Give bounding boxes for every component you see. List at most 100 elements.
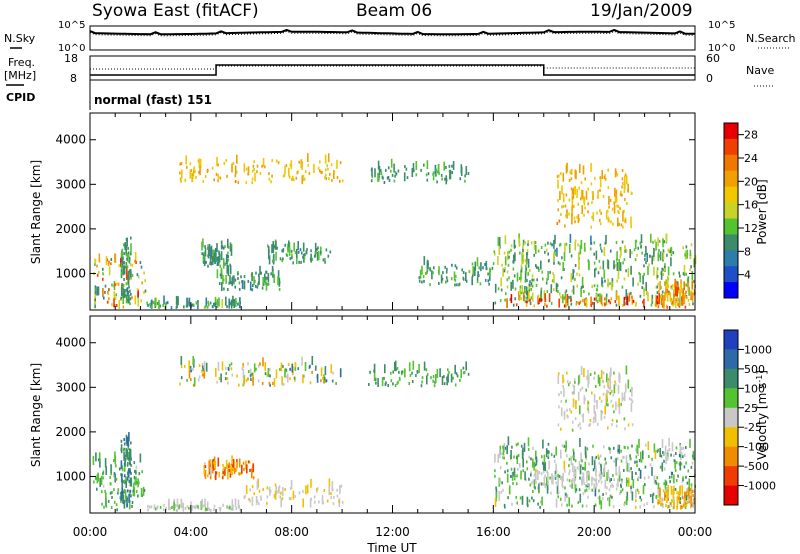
echo-cell [468,270,471,274]
echo-cell [655,285,658,289]
echo-cell [613,459,615,463]
echo-cell [676,506,678,510]
echo-cell [604,174,606,178]
echo-cell [249,469,251,472]
echo-cell [215,172,218,176]
echo-cell [249,281,252,291]
echo-cell [211,166,214,170]
echo-cell [533,278,535,282]
echo-cell [547,453,549,457]
echo-cell [627,268,630,277]
echo-cell [193,505,196,509]
echo-cell [513,473,515,477]
echo-cell [549,242,552,246]
echo-cell [531,284,534,288]
echo-cell [544,485,547,489]
echo-cell [592,416,595,420]
echo-cell [587,369,589,379]
echo-cell [600,411,603,421]
echo-cell [674,459,676,469]
echo-cell [122,288,125,298]
echo-cell [617,210,619,214]
echo-cell [247,362,249,366]
echo-cell [654,303,657,307]
echo-cell [282,174,285,178]
echo-cell [445,166,447,169]
echo-cell [193,166,196,170]
echo-cell [487,279,490,283]
echo-cell [644,483,646,487]
echo-cell [188,506,190,510]
echo-cell [453,271,456,281]
echo-cell [204,498,206,508]
echo-cell [636,460,638,464]
echo-cell [530,471,532,475]
echo-cell [590,304,593,307]
echo-cell [670,257,672,267]
echo-cell [628,292,631,302]
echo-cell [546,470,548,474]
echo-cell [231,303,234,307]
echo-cell [656,295,658,305]
echo-cell [661,503,664,507]
echo-cell [604,303,606,307]
echo-cell [555,446,557,456]
echo-cell [670,453,672,457]
echo-cell [107,263,110,266]
echo-cell [580,181,583,185]
echo-cell [615,189,618,199]
echo-cell [660,295,662,298]
echo-cell [673,295,675,305]
echo-cell [499,299,502,303]
echo-cell [120,439,123,443]
echo-cell [463,370,466,374]
echo-cell [609,479,611,483]
echo-cell [180,376,183,380]
echo-cell [211,305,214,309]
echo-cell [618,259,620,268]
echo-cell [123,462,126,472]
echo-cell [269,489,272,493]
echo-cell [252,164,255,168]
echo-cell [159,505,162,509]
echo-cell [121,478,123,488]
echo-cell [280,362,283,372]
echo-cell [598,297,600,301]
echo-cell [600,399,603,403]
velocity-colorbar-label-end: ] [755,370,769,375]
echo-cell [114,473,116,483]
echo-cell [279,495,281,499]
echo-cell [524,290,526,294]
echo-cell [543,476,546,486]
echo-cell [637,282,639,286]
echo-cell [571,289,574,293]
echo-cell [262,488,264,492]
echo-cell [464,174,466,178]
echo-cell [557,199,559,203]
echo-cell [665,504,667,507]
echo-cell [600,211,602,215]
echo-cell [452,161,455,170]
echo-cell [117,491,119,495]
echo-cell [204,465,207,468]
echo-cell [477,271,479,275]
echo-cell [315,365,317,369]
echo-cell [586,375,588,379]
echo-cell [643,298,645,308]
echo-cell [499,449,501,459]
echo-cell [530,473,532,477]
echo-cell [630,486,632,489]
echo-cell [123,438,125,442]
echo-cell [203,465,206,474]
echo-cell [136,288,139,292]
echo-cell [385,381,387,385]
echo-cell [580,452,582,462]
echo-cell [233,468,235,472]
echo-cell [618,222,621,226]
echo-cell [110,258,113,261]
echo-cell [622,225,624,229]
echo-cell [541,461,544,465]
echo-cell [258,502,260,506]
echo-cell [600,247,602,250]
echo-cell [637,478,639,481]
